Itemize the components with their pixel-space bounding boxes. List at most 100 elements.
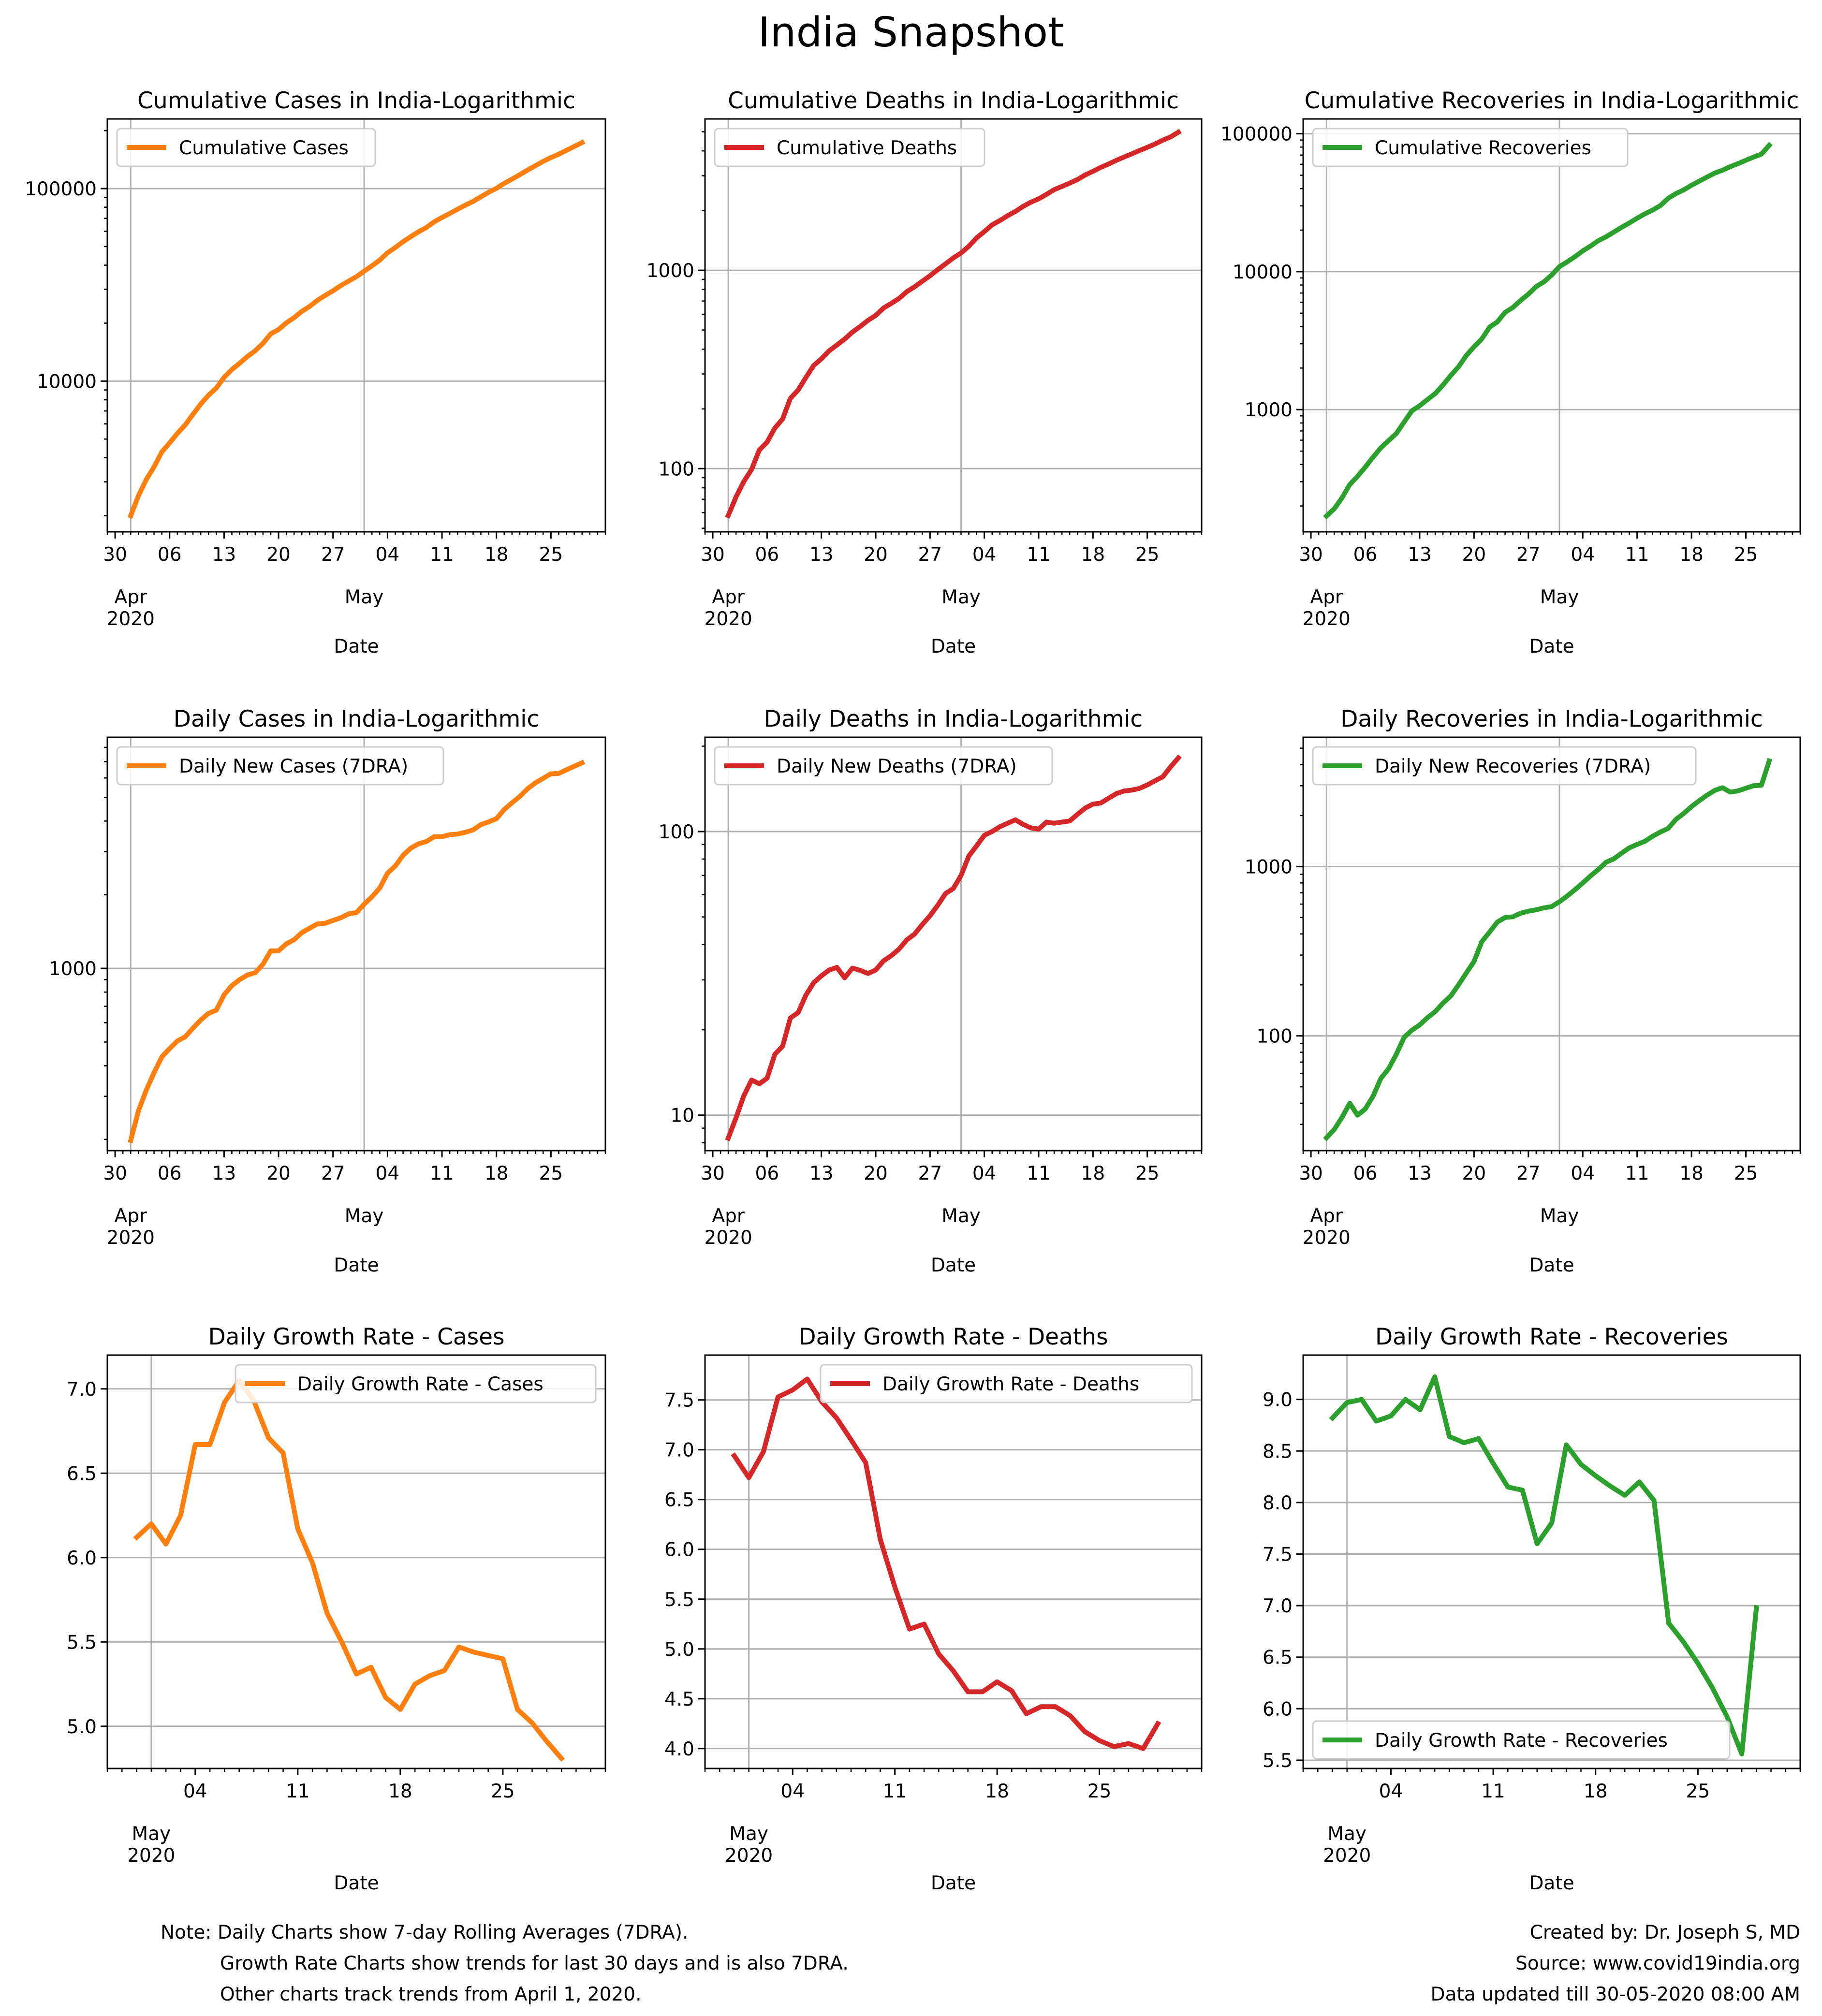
legend: Daily New Cases (7DRA) (116, 746, 444, 786)
plot-frame (106, 1354, 606, 1769)
y-tick-label: 7.0 (1263, 1595, 1293, 1617)
legend: Daily Growth Rate - Deaths (820, 1364, 1193, 1403)
x-tick-label: 25 (491, 1781, 515, 1802)
chart-cum-cases: Cumulative Cases in India-Logarithmic 100… (25, 88, 606, 657)
x-month-label: Apr (115, 1205, 147, 1227)
page-title: India Snapshot (758, 9, 1064, 57)
x-axis-label: Date (1529, 1872, 1574, 1894)
series-line (725, 754, 1182, 1141)
x-month-label: May (345, 1205, 384, 1227)
y-tick-label: 10000 (37, 371, 97, 393)
chart-daily-recoveries: Daily Recoveries in India-Logarithmic 100… (1245, 706, 1801, 1276)
x-year-label: 2020 (725, 1845, 773, 1867)
y-tick-label: 6.0 (664, 1539, 694, 1561)
x-tick-label: 11 (430, 1163, 454, 1184)
y-tick-label: 1000 (647, 260, 694, 282)
x-year-label: 2020 (1303, 1227, 1351, 1249)
x-month-label: Apr (1310, 586, 1343, 608)
y-tick-label: 1000 (1245, 856, 1293, 878)
x-tick-label: 06 (158, 1163, 182, 1184)
x-tick-label: 25 (1135, 544, 1160, 566)
x-tick-label: 11 (1481, 1781, 1505, 1802)
x-month-label: May (941, 586, 981, 608)
x-tick-label: 18 (388, 1781, 412, 1802)
x-tick-label: 25 (1087, 1781, 1112, 1802)
x-tick-label: 20 (864, 544, 888, 566)
y-tick-label: 7.0 (67, 1379, 97, 1401)
x-year-label: 2020 (1323, 1845, 1371, 1867)
x-tick-label: 04 (780, 1781, 805, 1802)
legend-label: Daily Growth Rate - Cases (297, 1373, 544, 1395)
x-tick-label: 20 (266, 1163, 291, 1184)
x-tick-label: 13 (809, 544, 834, 566)
x-month-label: May (1327, 1823, 1366, 1845)
x-tick-label: 27 (918, 544, 942, 566)
legend: Cumulative Deaths (714, 128, 985, 167)
legend: Daily Growth Rate - Recoveries (1312, 1720, 1731, 1760)
legend-box (714, 746, 1053, 786)
x-tick-label: 11 (430, 544, 454, 566)
chart-title: Daily Growth Rate - Cases (208, 1324, 504, 1350)
series-line (725, 129, 1182, 519)
series-line (128, 760, 586, 1144)
x-tick-label: 25 (1734, 544, 1758, 566)
x-tick-label: 11 (1027, 544, 1051, 566)
x-year-label: 2020 (107, 608, 155, 630)
y-tick-label: 5.5 (664, 1589, 694, 1611)
x-tick-label: 11 (883, 1781, 907, 1802)
x-tick-label: 27 (918, 1163, 942, 1184)
x-tick-label: 18 (985, 1781, 1009, 1802)
x-tick-label: 25 (1686, 1781, 1710, 1802)
legend-label: Cumulative Recoveries (1375, 137, 1591, 159)
x-tick-label: 11 (286, 1781, 310, 1802)
note-line: Other charts track trends from April 1, … (220, 1984, 642, 2005)
y-tick-label: 100 (1257, 1026, 1293, 1048)
y-tick-label: 7.5 (1263, 1544, 1293, 1566)
x-tick-label: 06 (158, 544, 182, 566)
legend: Cumulative Recoveries (1312, 128, 1629, 167)
x-tick-label: 13 (809, 1163, 834, 1184)
x-tick-label: 04 (972, 1163, 997, 1184)
plot-frame (704, 1354, 1203, 1769)
plot-frame (106, 118, 606, 533)
footer-note: Note: Daily Charts show 7-day Rolling Av… (161, 1917, 849, 2010)
x-tick-label: 13 (1408, 544, 1432, 566)
y-tick-label: 8.0 (1263, 1492, 1293, 1514)
credit-line: Source: www.covid19india.org (1515, 1953, 1800, 1974)
chart-title: Daily Growth Rate - Deaths (798, 1324, 1108, 1350)
chart-title: Cumulative Cases in India-Logarithmic (137, 88, 575, 114)
legend-label: Daily New Recoveries (7DRA) (1375, 756, 1651, 777)
x-tick-label: 18 (1081, 1163, 1105, 1184)
chart-growth-recoveries: Daily Growth Rate - Recoveries 5.5 6.0 6.5 7… (1263, 1324, 1801, 1894)
chart-cum-deaths: Cumulative Deaths in India-Logarithmic 10… (647, 88, 1203, 657)
plot-frame (1302, 118, 1801, 533)
x-month-label: Apr (115, 586, 147, 608)
plot-frame (704, 118, 1203, 533)
x-year-label: 2020 (705, 608, 752, 630)
footer-credits: Created by: Dr. Joseph S, MD Source: www… (1431, 1917, 1800, 2010)
y-tick-label: 5.0 (664, 1639, 694, 1661)
plot-frame (106, 736, 606, 1152)
chart-title: Daily Cases in India-Logarithmic (174, 706, 539, 732)
x-year-label: 2020 (1303, 608, 1351, 630)
x-tick-label: 18 (485, 1163, 509, 1184)
legend: Daily Growth Rate - Cases (235, 1364, 597, 1403)
legend: Cumulative Cases (116, 128, 376, 167)
x-month-label: Apr (712, 1205, 745, 1227)
x-tick-label: 25 (539, 544, 563, 566)
x-tick-label: 11 (1625, 544, 1649, 566)
x-tick-label: 25 (539, 1163, 563, 1184)
chart-title: Daily Deaths in India-Logarithmic (764, 706, 1143, 732)
y-tick-label: 6.5 (1263, 1647, 1293, 1669)
x-tick-label: 18 (1679, 544, 1704, 566)
x-axis-label: Date (931, 1872, 976, 1894)
chart-title: Cumulative Deaths in India-Logarithmic (728, 88, 1179, 114)
x-tick-label: 20 (1462, 1163, 1486, 1184)
x-tick-label: 04 (1571, 544, 1595, 566)
chart-cum-recoveries: Cumulative Recoveries in India-Logarithm… (1220, 88, 1801, 657)
x-axis-label: Date (1529, 636, 1574, 657)
legend-label: Daily Growth Rate - Recoveries (1375, 1730, 1668, 1752)
x-tick-label: 04 (376, 544, 400, 566)
x-axis-label: Date (1529, 1255, 1574, 1276)
x-tick-label: 30 (103, 1163, 127, 1184)
